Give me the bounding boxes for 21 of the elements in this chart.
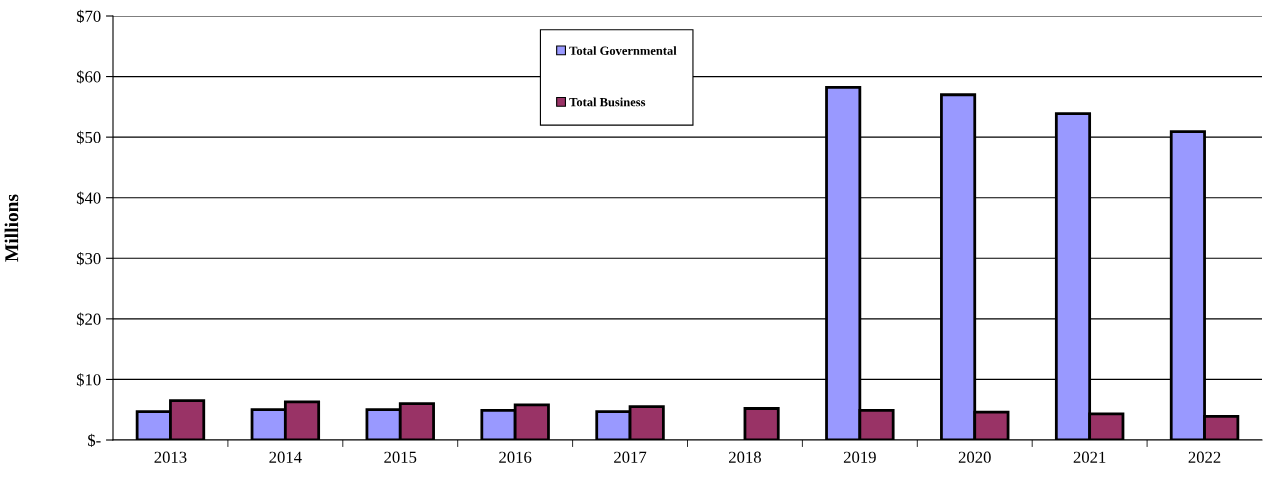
x-tick-label: 2016 [499, 451, 532, 463]
x-tick-label: 2015 [384, 451, 417, 463]
x-tick-label: 2017 [614, 451, 647, 463]
y-tick-label: $50 [76, 130, 101, 145]
x-tick-label: 2021 [1073, 451, 1106, 463]
x-tick-label: 2022 [1188, 451, 1221, 463]
y-tick-label: $60 [76, 70, 101, 84]
legend-label: Total Governmental [569, 46, 677, 55]
y-tick-label: $70 [76, 9, 101, 24]
x-tick-label: 2018 [729, 451, 761, 463]
y-axis-title: Millions [4, 194, 19, 262]
y-tick-label: $20 [76, 312, 101, 326]
x-tick-label: 2020 [958, 451, 991, 463]
x-tick-label: 2019 [843, 451, 876, 463]
y-tick-label: $- [88, 433, 101, 448]
y-tick-label: $30 [76, 252, 101, 266]
y-tick-label: $40 [76, 191, 101, 205]
legend-label: Total Business [569, 97, 646, 107]
x-tick-label: 2014 [269, 451, 302, 463]
y-tick-label: $10 [76, 373, 101, 387]
x-tick-label: 2013 [154, 451, 187, 463]
